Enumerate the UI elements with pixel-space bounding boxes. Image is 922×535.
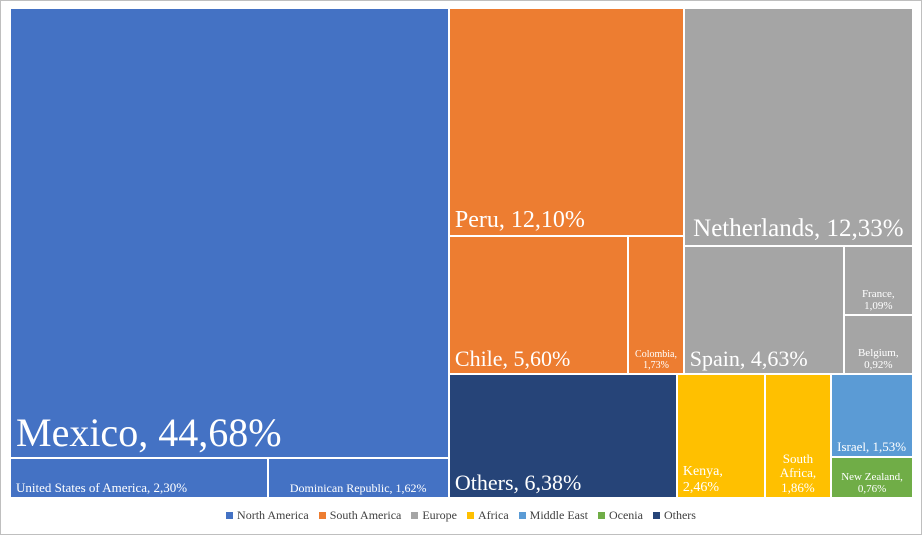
legend-item: North America: [226, 508, 309, 523]
legend-swatch: [467, 512, 474, 519]
legend-item: Others: [652, 508, 696, 523]
data-label: United States of America, 2,30%: [16, 479, 188, 495]
legend-swatch: [411, 512, 419, 519]
legend-swatch: [518, 512, 526, 519]
legend-label: South America: [329, 508, 402, 522]
legend-label: Africa: [478, 508, 509, 522]
data-label: New Zealand, 0,76%: [841, 470, 903, 495]
treemap-cell: Mexico, 44,68%: [10, 8, 449, 459]
data-label: Peru, 12,10%: [454, 206, 585, 233]
data-label: Chile, 5,60%: [454, 345, 571, 371]
treemap-cell: Netherlands, 12,33%: [683, 8, 913, 246]
data-label: Netherlands, 12,33%: [693, 215, 904, 243]
treemap-cell: Chile, 5,60%: [448, 236, 629, 375]
legend-label: Others: [663, 508, 696, 522]
legend-swatch: [226, 512, 234, 519]
legend-swatch: [318, 512, 326, 519]
data-label: Israel, 1,53%: [837, 438, 907, 454]
treemap-cell: Colombia, 1,73%: [628, 236, 684, 375]
treemap-cell: New Zealand, 0,76%: [831, 456, 913, 498]
treemap-cell: Israel, 1,53%: [831, 374, 913, 457]
legend-swatch: [652, 512, 660, 519]
legend-item: Ocenia: [597, 508, 643, 523]
data-label: Others, 6,38%: [454, 469, 582, 495]
data-label: France, 1,09%: [861, 288, 895, 313]
legend-label: North America: [237, 508, 309, 522]
treemap-cell: Spain, 4,63%: [683, 245, 844, 375]
treemap-cell: Belgium, 0,92%: [843, 315, 913, 375]
legend-item: Middle East: [518, 508, 588, 523]
treemap-cell: Others, 6,38%: [448, 374, 677, 498]
data-label: Mexico, 44,68%: [16, 410, 282, 456]
data-label: Belgium, 0,92%: [857, 346, 899, 372]
legend-item: South America: [318, 508, 402, 523]
legend-item: Europe: [411, 508, 457, 523]
legend-swatch: [597, 512, 605, 519]
treemap-cell: France, 1,09%: [843, 245, 913, 316]
treemap-cell: Peru, 12,10%: [448, 8, 684, 236]
data-label: Colombia, 1,73%: [635, 349, 677, 372]
treemap-cell: United States of America, 2,30%: [10, 458, 268, 498]
treemap-cell: South Africa, 1,86%: [764, 374, 832, 498]
legend-label: Europe: [422, 508, 457, 522]
legend-label: Ocenia: [608, 508, 643, 522]
data-label: Dominican Republic, 1,62%: [289, 480, 427, 495]
legend-item: Africa: [467, 508, 509, 523]
data-label: South Africa, 1,86%: [779, 451, 817, 495]
legend-label: Middle East: [529, 508, 588, 522]
legend: North America South America Europe Africa Mi…: [0, 508, 922, 523]
data-label: Kenya, 2,46%: [682, 464, 723, 495]
treemap-cell: Kenya, 2,46%: [676, 374, 765, 498]
data-label: Spain, 4,63%: [689, 345, 808, 371]
treemap-cell: Dominican Republic, 1,62%: [267, 458, 449, 498]
